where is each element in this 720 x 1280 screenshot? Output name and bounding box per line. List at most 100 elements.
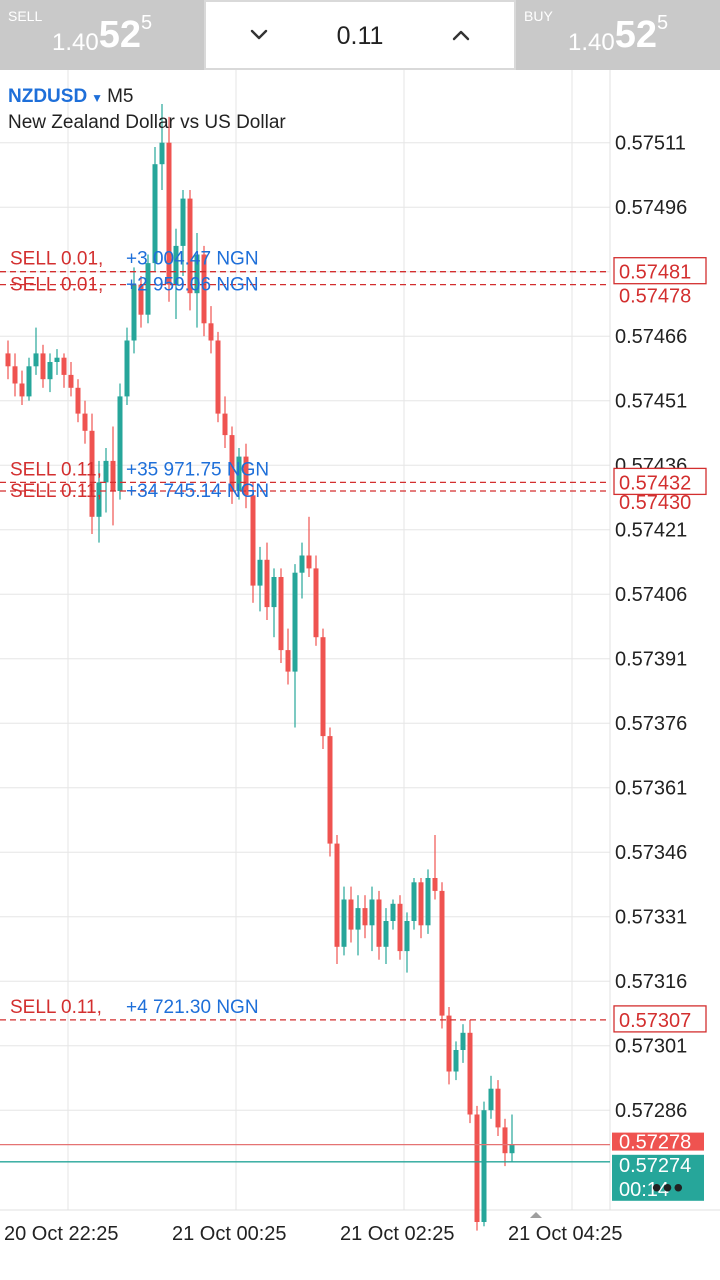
candle-body xyxy=(460,1032,466,1050)
price-tick-label: 0.57511 xyxy=(615,133,686,155)
candle-body xyxy=(5,353,11,367)
candle-body xyxy=(306,555,312,569)
chevron-down-icon[interactable] xyxy=(244,20,274,50)
sell-price-sup: 5 xyxy=(141,12,153,34)
candle-body xyxy=(299,555,305,573)
order-price-label: 0.57430 xyxy=(619,492,691,514)
candle-body xyxy=(131,284,137,341)
candle-body xyxy=(292,572,298,672)
caret-down-icon[interactable]: ▼ xyxy=(91,91,104,105)
candle-body xyxy=(47,362,53,380)
candle-body xyxy=(285,650,291,672)
candle-body xyxy=(488,1088,494,1111)
candle-body xyxy=(124,340,130,397)
price-tick-label: 0.57496 xyxy=(615,197,687,219)
candle-body xyxy=(166,142,172,285)
buy-price-prefix: 1.40 xyxy=(568,29,615,56)
price-tick-label: 0.57286 xyxy=(615,1100,687,1122)
order-price-label: 0.57481 xyxy=(619,262,691,284)
time-tick-label: 21 Oct 04:25 xyxy=(508,1223,623,1245)
candle-body xyxy=(425,878,431,926)
candle-body xyxy=(320,637,326,737)
price-tick-label: 0.57376 xyxy=(615,713,687,735)
candle-body xyxy=(243,456,249,496)
candle-body xyxy=(187,198,193,294)
price-tick-label: 0.57406 xyxy=(615,584,687,606)
candle-body xyxy=(82,413,88,431)
price-chart[interactable]: 0.57511 0.57496 0.57481 0.57466 0.57451 0.574… xyxy=(0,70,720,1250)
bottom-navigation xyxy=(0,1250,720,1280)
price-tick-label: 0.57361 xyxy=(615,778,687,800)
bid-price-label: 0.57278 xyxy=(619,1132,691,1154)
candle-body xyxy=(173,245,179,285)
order-profit: +2 959.06 NGN xyxy=(126,275,259,296)
price-tick-label: 0.57451 xyxy=(615,391,687,413)
candle-body xyxy=(19,383,25,397)
sell-price: 1.40525 xyxy=(52,12,153,57)
candle-body xyxy=(418,882,424,926)
price-tick-label: 0.57346 xyxy=(615,842,687,864)
price-tick-label: 0.57331 xyxy=(615,907,687,929)
buy-price-sup: 5 xyxy=(657,12,669,34)
order-price-label: 0.57307 xyxy=(619,1010,691,1032)
candle-body xyxy=(75,387,81,414)
volume-value[interactable]: 0.11 xyxy=(336,22,384,50)
sell-button[interactable]: SELL 1.40525 xyxy=(0,0,204,70)
candle-body xyxy=(96,482,102,517)
buy-button[interactable]: BUY 1.40525 xyxy=(516,0,720,70)
order-profit: +3 004.47 NGN xyxy=(126,249,259,270)
candle-body xyxy=(215,340,221,414)
candle-body xyxy=(159,142,165,165)
symbol-header[interactable]: NZDUSD ▼ M5 xyxy=(8,86,133,108)
price-tick-label: 0.57391 xyxy=(615,649,687,671)
candle-body xyxy=(271,577,277,608)
candle-body xyxy=(502,1127,508,1154)
candle-body xyxy=(376,899,382,947)
candle-body xyxy=(208,323,214,341)
chart-shift-marker-icon[interactable] xyxy=(530,1212,542,1218)
candle-body xyxy=(467,1032,473,1115)
candle-body xyxy=(61,357,67,375)
order-price-label: 0.57478 xyxy=(619,286,691,308)
price-tick-label: 0.57301 xyxy=(615,1036,687,1058)
candle-body xyxy=(26,366,32,397)
candle-body xyxy=(12,366,18,384)
candle-body xyxy=(236,456,242,491)
candle-body xyxy=(327,736,333,844)
price-tick-label: 0.57421 xyxy=(615,520,687,542)
candle-body xyxy=(40,353,46,380)
candle-body xyxy=(481,1110,487,1222)
price-tick-label: 0.57316 xyxy=(615,971,687,993)
order-label: SELL 0.11, xyxy=(10,997,102,1018)
more-options-icon[interactable]: ••• xyxy=(651,1172,685,1203)
timeframe-label: M5 xyxy=(107,86,134,107)
candle-body xyxy=(138,284,144,315)
order-label: SELL 0.01, xyxy=(10,275,103,296)
candle-body xyxy=(152,164,158,264)
candle-body xyxy=(383,921,389,947)
candle-body xyxy=(54,357,60,362)
candle-body xyxy=(355,908,361,930)
symbol-name[interactable]: NZDUSD xyxy=(8,86,88,107)
candle-body xyxy=(439,890,445,1016)
candle-body xyxy=(348,899,354,930)
candle-body xyxy=(334,843,340,947)
candle-body xyxy=(194,254,200,294)
candle-body xyxy=(362,908,368,926)
candle-body xyxy=(278,577,284,651)
buy-price: 1.40525 xyxy=(568,12,669,57)
ask-price-label: 0.57274 xyxy=(619,1155,691,1177)
candle-body xyxy=(264,559,270,608)
symbol-description: New Zealand Dollar vs US Dollar xyxy=(8,112,286,133)
order-label: SELL 0.11, xyxy=(10,459,102,480)
order-price-box xyxy=(613,257,707,285)
candle-body xyxy=(110,460,116,491)
candle-body xyxy=(474,1114,480,1222)
candle-body xyxy=(250,495,256,586)
candle-body xyxy=(411,882,417,921)
sell-price-prefix: 1.40 xyxy=(52,29,99,56)
candle-body xyxy=(68,374,74,388)
order-profit: +4 721.30 NGN xyxy=(126,997,259,1018)
candle-body xyxy=(222,413,228,436)
chevron-up-icon[interactable] xyxy=(446,20,476,50)
